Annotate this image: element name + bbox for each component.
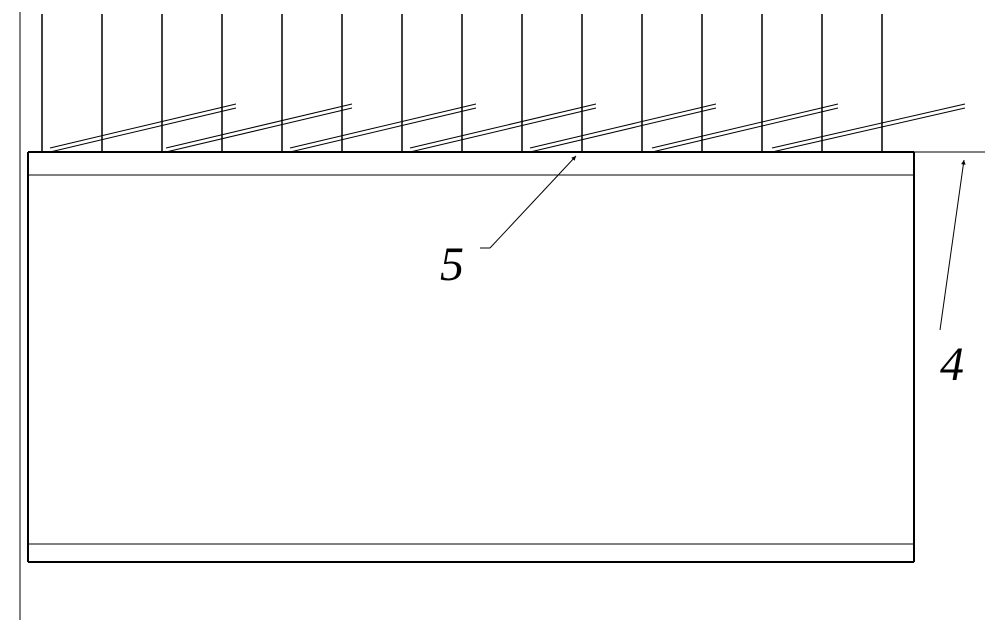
diagonal-bar — [772, 108, 965, 152]
diagonal-bar — [530, 104, 716, 148]
diagonal-bar — [652, 108, 838, 152]
diagonal-bar — [410, 108, 596, 152]
callout-4-leader — [940, 160, 964, 330]
callout-5-label: 5 — [440, 238, 464, 291]
diagonal-bar — [530, 108, 716, 152]
callout-4-label: 4 — [940, 338, 964, 391]
diagonal-bar — [166, 104, 352, 148]
callout-5-leader — [490, 156, 576, 248]
diagonal-bar — [290, 104, 476, 148]
diagonal-bar — [772, 104, 965, 148]
diagonal-bar — [652, 104, 838, 148]
diagonal-bar — [50, 104, 236, 148]
technical-diagram: 54 — [0, 0, 1000, 624]
diagonal-bar — [410, 104, 596, 148]
diagonal-bar — [166, 108, 352, 152]
diagonal-bar — [50, 108, 236, 152]
diagonal-bar — [290, 108, 476, 152]
